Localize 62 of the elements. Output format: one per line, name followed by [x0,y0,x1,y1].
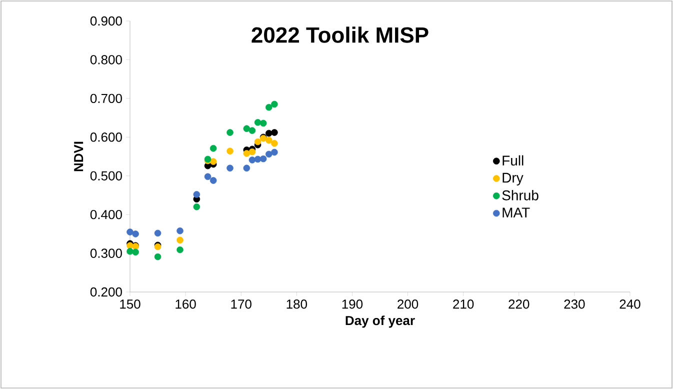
point [248,156,256,164]
x-tick-label: 190 [342,300,363,309]
point [265,130,272,137]
point [154,253,162,260]
x-tick-label: 160 [176,300,196,309]
y-tick-label: 0.500 [90,171,122,180]
point [154,230,162,237]
x-tick-label: 180 [286,300,307,309]
y-tick-label: 0.300 [90,248,122,258]
point [271,148,278,156]
point [176,236,184,244]
point [248,148,256,156]
chart-title: 2022 Toolik MISP [252,26,428,43]
point [226,164,234,172]
point [210,158,217,165]
point [271,129,278,136]
point [265,104,272,111]
x-tick-label: 240 [620,300,640,309]
point [193,203,200,210]
y-axis-title: NDVI [74,142,84,172]
y-tick-label: 0.400 [90,210,122,220]
point [126,228,134,236]
x-axis-title: Day of year [346,316,415,328]
point [265,136,272,144]
x-tick-label: 230 [564,300,585,309]
point [132,248,139,256]
x-tick-label: 170 [231,300,252,309]
point [265,150,272,158]
x-tick-label: 220 [508,300,530,309]
point [254,138,262,146]
point [176,227,184,234]
point [248,127,256,134]
point [226,129,234,136]
x-tick-label: 150 [120,300,140,309]
point [126,248,134,255]
y-tick-label: 0.800 [90,55,122,64]
point [226,148,234,154]
point [260,120,267,127]
point [204,173,212,180]
point [254,119,262,126]
point [254,156,262,163]
point [176,246,184,254]
legend-label: Shrub [502,190,538,200]
y-tick-label: 0.900 [90,16,122,26]
point [210,144,217,152]
point [210,177,217,184]
point [193,191,200,198]
point [271,100,278,108]
point [260,155,267,162]
y-tick-label: 0.700 [90,94,122,104]
legend-label: Dry [502,172,524,186]
point [132,230,139,238]
point [243,164,250,172]
x-tick-label: 210 [453,300,474,309]
y-tick-label: 0.200 [90,287,122,297]
legend-label: Full [502,155,524,166]
point [243,125,250,132]
point [271,140,278,147]
y-tick-label: 0.600 [90,132,122,142]
legend-label: MAT [502,208,530,218]
point [243,150,250,157]
x-tick-label: 200 [398,300,418,309]
